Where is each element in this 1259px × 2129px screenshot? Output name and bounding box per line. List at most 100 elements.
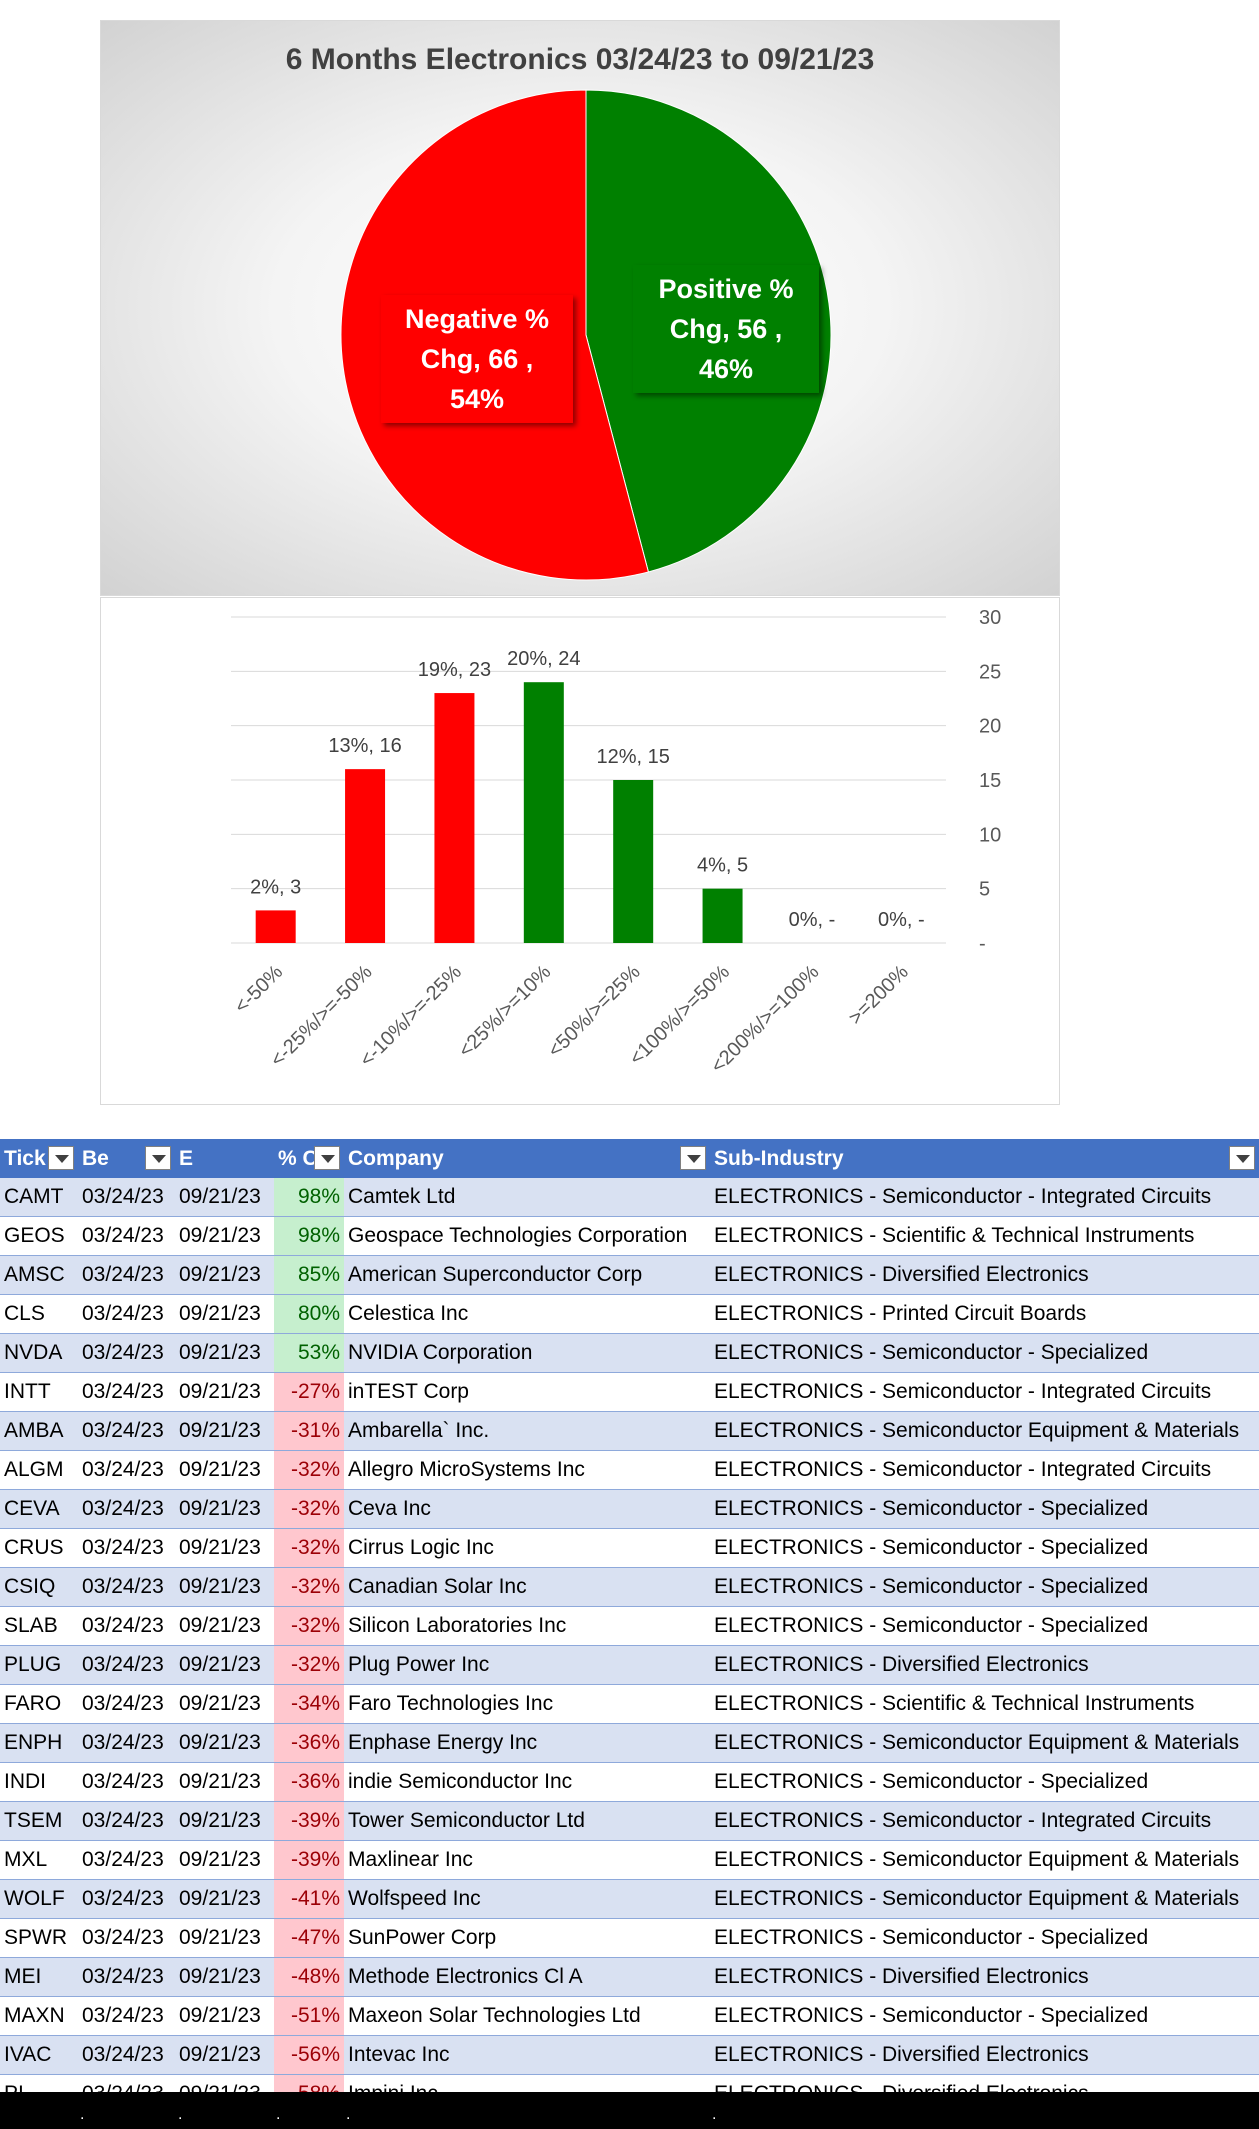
pct-change-cell[interactable]: -32% xyxy=(274,1645,344,1685)
sub-industry-cell[interactable]: ELECTRONICS - Semiconductor - Integrated… xyxy=(710,1801,1259,1841)
company-cell[interactable]: SunPower Corp xyxy=(344,1918,710,1958)
table-row[interactable]: TSEM 03/24/23 09/21/23 -39% Tower Semiconduc… xyxy=(0,1801,1259,1841)
end-date-cell[interactable]: 09/21/23 xyxy=(175,1294,274,1334)
header-pct-change[interactable]: % C xyxy=(274,1139,344,1178)
ticker-cell[interactable]: ALGM xyxy=(0,1450,78,1490)
end-date-cell[interactable]: 09/21/23 xyxy=(175,1333,274,1373)
sub-industry-cell[interactable]: ELECTRONICS - Semiconductor - Specialize… xyxy=(710,1489,1259,1529)
end-date-cell[interactable]: 09/21/23 xyxy=(175,1840,274,1880)
company-cell[interactable]: Allegro MicroSystems Inc xyxy=(344,1450,710,1490)
ticker-cell[interactable]: MAXN xyxy=(0,1996,78,2036)
pct-change-cell[interactable]: -48% xyxy=(274,1957,344,1997)
company-cell[interactable]: Wolfspeed Inc xyxy=(344,1879,710,1919)
pct-change-cell[interactable]: -32% xyxy=(274,1450,344,1490)
end-date-cell[interactable]: 09/21/23 xyxy=(175,2035,274,2075)
header-ticker[interactable]: Tick xyxy=(0,1139,78,1178)
begin-date-cell[interactable]: 03/24/23 xyxy=(78,1645,175,1685)
company-cell[interactable]: NVIDIA Corporation xyxy=(344,1333,710,1373)
ticker-cell[interactable]: TSEM xyxy=(0,1801,78,1841)
ticker-cell[interactable]: INDI xyxy=(0,1762,78,1802)
end-date-cell[interactable]: 09/21/23 xyxy=(175,1216,274,1256)
sub-industry-cell[interactable]: ELECTRONICS - Semiconductor Equipment & … xyxy=(710,1840,1259,1880)
pct-change-cell[interactable]: 98% xyxy=(274,1216,344,1256)
table-row[interactable]: ALGM 03/24/23 09/21/23 -32% Allegro MicroSys… xyxy=(0,1450,1259,1490)
ticker-cell[interactable]: NVDA xyxy=(0,1333,78,1373)
company-cell[interactable]: Cirrus Logic Inc xyxy=(344,1528,710,1568)
company-cell[interactable]: Silicon Laboratories Inc xyxy=(344,1606,710,1646)
sub-industry-cell[interactable]: ELECTRONICS - Diversified Electronics xyxy=(710,1957,1259,1997)
pct-change-cell[interactable]: -32% xyxy=(274,1606,344,1646)
ticker-cell[interactable]: CSIQ xyxy=(0,1567,78,1607)
begin-date-cell[interactable]: 03/24/23 xyxy=(78,1489,175,1529)
table-row[interactable]: SLAB 03/24/23 09/21/23 -32% Silicon Laborato… xyxy=(0,1606,1259,1646)
table-row[interactable]: WOLF 03/24/23 09/21/23 -41% Wolfspeed Inc ELE… xyxy=(0,1879,1259,1919)
begin-date-cell[interactable]: 03/24/23 xyxy=(78,1372,175,1412)
table-row[interactable]: NVDA 03/24/23 09/21/23 53% NVIDIA Corporatio… xyxy=(0,1333,1259,1373)
pct-change-cell[interactable]: 98% xyxy=(274,1178,344,1217)
pct-change-cell[interactable]: -32% xyxy=(274,1489,344,1529)
table-row[interactable]: INDI 03/24/23 09/21/23 -36% indie Semiconduc… xyxy=(0,1762,1259,1802)
pct-change-cell[interactable]: -41% xyxy=(274,1879,344,1919)
begin-date-cell[interactable]: 03/24/23 xyxy=(78,1879,175,1919)
end-date-cell[interactable]: 09/21/23 xyxy=(175,1178,274,1217)
ticker-cell[interactable]: SLAB xyxy=(0,1606,78,1646)
header-sub-industry[interactable]: Sub-Industry xyxy=(710,1139,1259,1178)
begin-date-cell[interactable]: 03/24/23 xyxy=(78,1294,175,1334)
company-cell[interactable]: Intevac Inc xyxy=(344,2035,710,2075)
pct-change-cell[interactable]: -32% xyxy=(274,1567,344,1607)
sub-industry-cell[interactable]: ELECTRONICS - Semiconductor Equipment & … xyxy=(710,1411,1259,1451)
header-begin[interactable]: Be xyxy=(78,1139,175,1178)
ticker-cell[interactable]: PLUG xyxy=(0,1645,78,1685)
company-cell[interactable]: Methode Electronics Cl A xyxy=(344,1957,710,1997)
end-date-cell[interactable]: 09/21/23 xyxy=(175,1684,274,1724)
sub-industry-cell[interactable]: ELECTRONICS - Printed Circuit Boards xyxy=(710,1294,1259,1334)
sub-industry-cell[interactable]: ELECTRONICS - Diversified Electronics xyxy=(710,2035,1259,2075)
pct-change-cell[interactable]: -56% xyxy=(274,2035,344,2075)
ticker-cell[interactable]: AMSC xyxy=(0,1255,78,1295)
filter-dropdown-icon[interactable] xyxy=(680,1146,706,1170)
begin-date-cell[interactable]: 03/24/23 xyxy=(78,1333,175,1373)
end-date-cell[interactable]: 09/21/23 xyxy=(175,1996,274,2036)
pct-change-cell[interactable]: -39% xyxy=(274,1840,344,1880)
begin-date-cell[interactable]: 03/24/23 xyxy=(78,1567,175,1607)
company-cell[interactable]: American Superconductor Corp xyxy=(344,1255,710,1295)
ticker-cell[interactable]: GEOS xyxy=(0,1216,78,1256)
table-row[interactable]: PLUG 03/24/23 09/21/23 -32% Plug Power Inc EL… xyxy=(0,1645,1259,1685)
table-row[interactable]: ENPH 03/24/23 09/21/23 -36% Enphase Energy I… xyxy=(0,1723,1259,1763)
end-date-cell[interactable]: 09/21/23 xyxy=(175,1606,274,1646)
table-row[interactable]: MXL 03/24/23 09/21/23 -39% Maxlinear Inc ELEC… xyxy=(0,1840,1259,1880)
company-cell[interactable]: Ambarella` Inc. xyxy=(344,1411,710,1451)
table-row[interactable]: AMSC 03/24/23 09/21/23 85% American Supercon… xyxy=(0,1255,1259,1295)
begin-date-cell[interactable]: 03/24/23 xyxy=(78,1216,175,1256)
filter-dropdown-icon[interactable] xyxy=(48,1146,74,1170)
begin-date-cell[interactable]: 03/24/23 xyxy=(78,1450,175,1490)
table-row[interactable]: CEVA 03/24/23 09/21/23 -32% Ceva Inc ELECTRON… xyxy=(0,1489,1259,1529)
pct-change-cell[interactable]: 80% xyxy=(274,1294,344,1334)
begin-date-cell[interactable]: 03/24/23 xyxy=(78,1801,175,1841)
pct-change-cell[interactable]: -31% xyxy=(274,1411,344,1451)
end-date-cell[interactable]: 09/21/23 xyxy=(175,1450,274,1490)
sub-industry-cell[interactable]: ELECTRONICS - Diversified Electronics xyxy=(710,1645,1259,1685)
header-company[interactable]: Company xyxy=(344,1139,710,1178)
end-date-cell[interactable]: 09/21/23 xyxy=(175,1645,274,1685)
end-date-cell[interactable]: 09/21/23 xyxy=(175,1723,274,1763)
company-cell[interactable]: Celestica Inc xyxy=(344,1294,710,1334)
ticker-cell[interactable]: MEI xyxy=(0,1957,78,1997)
begin-date-cell[interactable]: 03/24/23 xyxy=(78,1840,175,1880)
pct-change-cell[interactable]: 53% xyxy=(274,1333,344,1373)
company-cell[interactable]: Ceva Inc xyxy=(344,1489,710,1529)
company-cell[interactable]: Camtek Ltd xyxy=(344,1178,710,1217)
pct-change-cell[interactable]: -51% xyxy=(274,1996,344,2036)
begin-date-cell[interactable]: 03/24/23 xyxy=(78,1762,175,1802)
begin-date-cell[interactable]: 03/24/23 xyxy=(78,1411,175,1451)
pct-change-cell[interactable]: -34% xyxy=(274,1684,344,1724)
ticker-cell[interactable]: INTT xyxy=(0,1372,78,1412)
company-cell[interactable]: Plug Power Inc xyxy=(344,1645,710,1685)
end-date-cell[interactable]: 09/21/23 xyxy=(175,1879,274,1919)
ticker-cell[interactable]: CLS xyxy=(0,1294,78,1334)
ticker-cell[interactable]: SPWR xyxy=(0,1918,78,1958)
begin-date-cell[interactable]: 03/24/23 xyxy=(78,1996,175,2036)
begin-date-cell[interactable]: 03/24/23 xyxy=(78,1723,175,1763)
pct-change-cell[interactable]: -36% xyxy=(274,1723,344,1763)
table-row[interactable]: CLS 03/24/23 09/21/23 80% Celestica Inc ELECT… xyxy=(0,1294,1259,1334)
